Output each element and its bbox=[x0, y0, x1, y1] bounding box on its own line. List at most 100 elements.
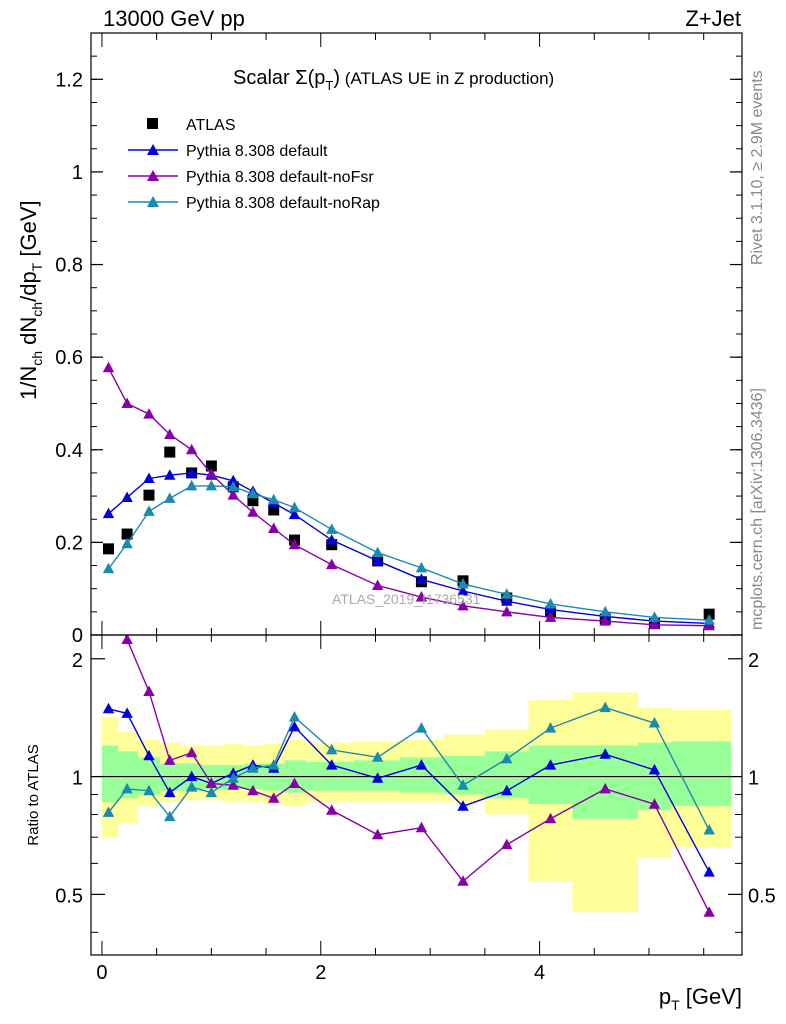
ratio-point-pythia-8-308-default-norap bbox=[599, 701, 611, 713]
ratio-ytick-label: 2 bbox=[72, 650, 83, 672]
legend-marker-norap bbox=[147, 196, 159, 207]
rivet-label: Rivet 3.1.10, ≥ 2.9M events bbox=[749, 70, 766, 265]
ratio-ytick-label-right: 2 bbox=[748, 650, 759, 672]
point-atlas bbox=[143, 489, 155, 501]
header-left-label: 13000 GeV pp bbox=[103, 6, 245, 31]
ratio-point-pythia-8-308-default-norap bbox=[102, 806, 115, 817]
uncertainty-band-inner bbox=[101, 745, 119, 803]
legend-entry-atlas: ATLAS bbox=[147, 117, 236, 134]
ratio-point-pythia-8-308-default-nofsr bbox=[143, 685, 155, 696]
point-pythia-8-308-default bbox=[143, 472, 155, 483]
point-pythia-8-308-default-norap bbox=[326, 523, 338, 534]
point-pythia-8-308-default-norap bbox=[227, 480, 239, 492]
ratio-ytick-label-right: 0.5 bbox=[748, 885, 776, 907]
header-right-label: Z+Jet bbox=[685, 6, 741, 31]
point-pythia-8-308-default-norap bbox=[415, 561, 428, 573]
point-pythia-8-308-default-nofsr bbox=[205, 467, 218, 479]
ratio-point-pythia-8-308-default-nofsr bbox=[703, 906, 715, 917]
ratio-point-pythia-8-308-default bbox=[185, 770, 198, 782]
ratio-point-pythia-8-308-default bbox=[457, 800, 469, 811]
legend-marker-nofsr bbox=[147, 170, 159, 181]
point-pythia-8-308-default bbox=[415, 573, 428, 584]
ratio-point-pythia-8-308-default bbox=[415, 759, 428, 770]
ratio-point-pythia-8-308-default-norap bbox=[143, 784, 155, 796]
ratio-point-pythia-8-308-default-nofsr bbox=[103, 578, 114, 589]
point-pythia-8-308-default-nofsr bbox=[164, 428, 176, 439]
point-pythia-8-308-default-norap bbox=[703, 614, 715, 625]
ratio-point-pythia-8-308-default-norap bbox=[415, 722, 428, 733]
point-pythia-8-308-default-nofsr bbox=[703, 619, 715, 631]
xlabel: pT [GeV] bbox=[659, 984, 742, 1013]
legend-entry-nofsr: Pythia 8.308 default-noFsr bbox=[128, 169, 374, 186]
ratio-point-pythia-8-308-default-norap bbox=[121, 782, 133, 794]
ratio-panel: 0.5 0.5 1 1 2 2 0 2 4 Ratio to ATLAS pT [GeV] bbox=[25, 578, 776, 1013]
ratio-point-pythia-8-308-default-norap bbox=[371, 751, 384, 762]
ratio-point-pythia-8-308-default bbox=[102, 702, 115, 714]
ratio-point-pythia-8-308-default-norap bbox=[227, 772, 239, 783]
point-pythia-8-308-default-norap bbox=[501, 588, 513, 599]
point-pythia-8-308-default bbox=[457, 585, 469, 596]
point-pythia-8-308-default-norap bbox=[164, 492, 176, 503]
point-pythia-8-308-default-nofsr bbox=[227, 489, 239, 500]
ratio-frame bbox=[90, 634, 743, 956]
point-pythia-8-308-default-nofsr bbox=[648, 618, 661, 630]
point-pythia-8-308-default bbox=[544, 603, 557, 615]
ratio-point-pythia-8-308-default-nofsr bbox=[185, 746, 198, 758]
point-pythia-8-308-default-norap bbox=[205, 479, 218, 491]
ratio-point-pythia-8-308-default-norap bbox=[326, 743, 338, 755]
ratio-point-pythia-8-308-default bbox=[288, 720, 301, 732]
ratio-point-pythia-8-308-default bbox=[703, 866, 715, 877]
point-pythia-8-308-default-norap bbox=[143, 505, 155, 516]
legend-label-default: Pythia 8.308 default bbox=[186, 143, 328, 160]
point-pythia-8-308-default-nofsr bbox=[288, 538, 301, 550]
ratio-point-pythia-8-308-default-nofsr bbox=[457, 875, 469, 886]
legend: ATLAS Pythia 8.308 default Pythia 8.308 … bbox=[128, 117, 380, 212]
uncertainty-band-inner bbox=[118, 751, 139, 799]
point-pythia-8-308-default bbox=[164, 469, 176, 480]
ratio-point-pythia-8-308-default bbox=[599, 748, 611, 759]
ratio-ytick-label: 1 bbox=[72, 768, 83, 790]
ratio-point-pythia-8-308-default-nofsr bbox=[227, 779, 239, 790]
point-pythia-8-308-default-norap bbox=[247, 487, 259, 499]
point-pythia-8-308-default-nofsr bbox=[415, 591, 428, 602]
main-ytick-label: 0 bbox=[72, 625, 83, 647]
point-atlas bbox=[164, 446, 176, 458]
point-pythia-8-308-default-nofsr bbox=[371, 579, 384, 590]
ratio-point-pythia-8-308-default bbox=[501, 784, 513, 796]
ratio-point-pythia-8-308-default-nofsr bbox=[326, 804, 338, 815]
point-pythia-8-308-default bbox=[121, 491, 133, 502]
main-ytick-label: 0.4 bbox=[55, 440, 83, 462]
point-pythia-8-308-default bbox=[185, 466, 198, 478]
ratio-point-pythia-8-308-default-norap bbox=[457, 779, 469, 790]
uncertainty-band-inner bbox=[528, 745, 573, 805]
point-atlas bbox=[121, 528, 133, 540]
ratio-point-pythia-8-308-default-norap bbox=[544, 722, 557, 733]
ratio-ytick-label-right: 1 bbox=[748, 768, 759, 790]
legend-entry-norap: Pythia 8.308 default-noRap bbox=[128, 195, 380, 212]
point-atlas bbox=[268, 504, 280, 516]
point-atlas bbox=[326, 539, 338, 551]
mcplots-label: mcplots.cern.ch [arXiv:1306.3436] bbox=[749, 388, 766, 630]
point-pythia-8-308-default-nofsr bbox=[501, 605, 513, 617]
point-pythia-8-308-default-nofsr bbox=[268, 522, 280, 533]
point-pythia-8-308-default bbox=[227, 474, 239, 486]
legend-label-nofsr: Pythia 8.308 default-noFsr bbox=[186, 169, 374, 186]
point-pythia-8-308-default-nofsr bbox=[457, 599, 469, 611]
main-ytick-label: 0.6 bbox=[55, 347, 83, 369]
ratio-point-pythia-8-308-default bbox=[371, 772, 384, 783]
ratio-point-pythia-8-308-default-norap bbox=[185, 781, 198, 792]
point-pythia-8-308-default-norap bbox=[288, 501, 301, 513]
ratio-point-pythia-8-308-default-norap bbox=[268, 759, 280, 770]
ratio-point-pythia-8-308-default-nofsr bbox=[121, 635, 133, 644]
point-pythia-8-308-default bbox=[288, 508, 301, 520]
main-ytick-label: 0.2 bbox=[55, 532, 83, 554]
main-ytick-label: 1 bbox=[72, 162, 83, 184]
ratio-point-pythia-8-308-default-norap bbox=[703, 824, 715, 835]
point-atlas bbox=[205, 460, 217, 472]
point-pythia-8-308-default-nofsr bbox=[247, 506, 259, 517]
legend-label-atlas: ATLAS bbox=[186, 117, 236, 134]
main-panel: ATLAS_2019_I1736531 0 0.2 0.4 0.6 0.8 1 1.2 Sc… bbox=[16, 32, 743, 647]
ratio-point-pythia-8-308-default-nofsr bbox=[415, 821, 428, 833]
ratio-point-pythia-8-308-default bbox=[544, 759, 557, 770]
